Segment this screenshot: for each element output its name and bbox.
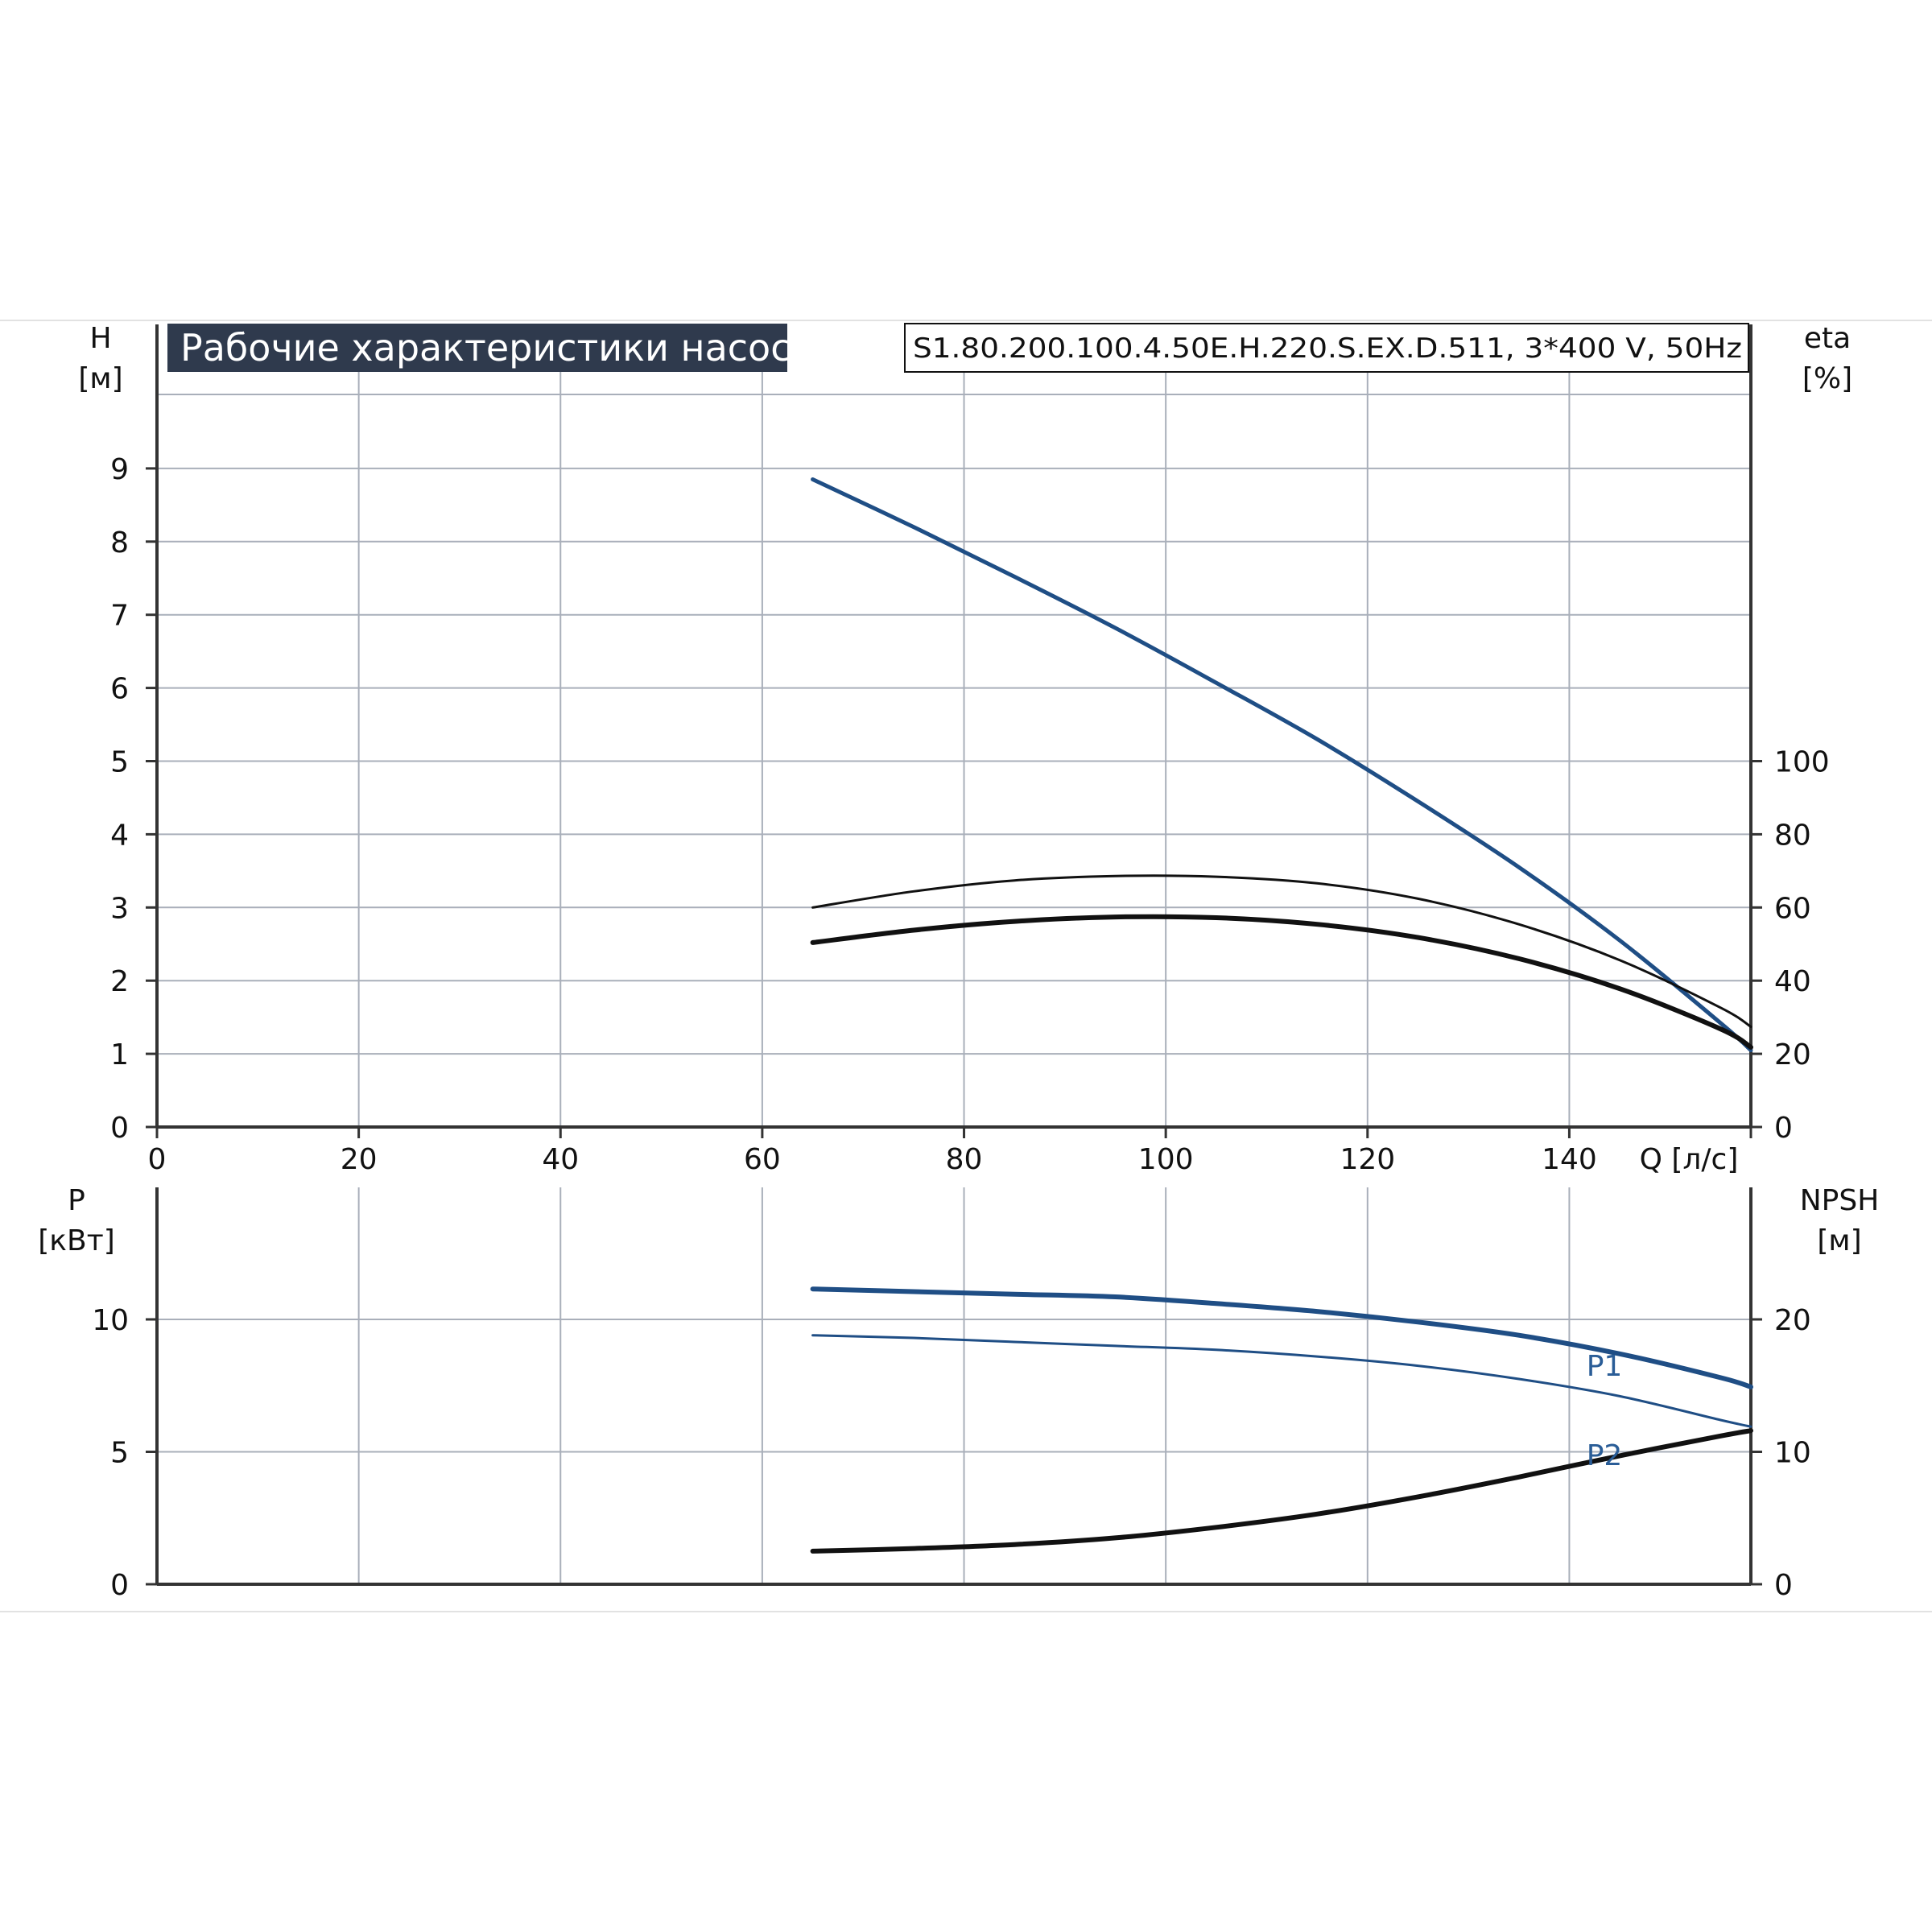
- y-right-tick-label: 40: [1774, 965, 1811, 998]
- model-label: S1.80.200.100.4.50E.H.220.S.EX.D.511, 3*…: [913, 332, 1742, 365]
- series-line-0-2: [810, 914, 1753, 1050]
- y-right-tick-label: 20: [1774, 1038, 1811, 1071]
- y-right-axis-unit: [м]: [1817, 1224, 1861, 1257]
- y-right-tick-label: 60: [1774, 892, 1811, 925]
- series-line-1-1: [811, 1334, 1752, 1428]
- y-left-tick-label: 9: [110, 453, 129, 486]
- series-line-0-1: [811, 874, 1752, 1028]
- x-tick-label: 140: [1542, 1143, 1597, 1176]
- y-left-tick-label: 4: [110, 819, 129, 852]
- series-label-P2: P2: [1587, 1439, 1623, 1472]
- x-tick-label: 100: [1138, 1143, 1194, 1176]
- series-layer: [810, 477, 1753, 1554]
- y-right-axis-title: eta: [1804, 322, 1851, 355]
- y-left-tick-label: 3: [110, 892, 129, 925]
- x-tick-label: 60: [744, 1143, 781, 1176]
- y-right-axis-unit: [%]: [1802, 362, 1852, 395]
- x-tick-label: 0: [148, 1143, 167, 1176]
- y-left-tick-label: 7: [110, 600, 129, 633]
- y-right-tick-label: 10: [1774, 1437, 1811, 1470]
- y-left-tick-label: 10: [92, 1304, 129, 1337]
- series-label-P1: P1: [1587, 1350, 1623, 1383]
- y-right-tick-label: 0: [1774, 1569, 1793, 1602]
- axes-layer: [146, 324, 1762, 1586]
- y-left-tick-label: 2: [110, 965, 129, 998]
- series-line-0-0: [811, 477, 1753, 1053]
- title-box: [167, 324, 787, 372]
- y-left-axis-title: P: [68, 1184, 85, 1217]
- y-right-tick-label: 20: [1774, 1304, 1811, 1337]
- y-left-tick-label: 0: [110, 1112, 129, 1145]
- grid-layer: [157, 324, 1752, 1584]
- x-tick-label: 80: [946, 1143, 983, 1176]
- y-left-tick-label: 8: [110, 526, 129, 559]
- y-left-axis-title: H: [89, 322, 111, 355]
- y-right-axis-title: NPSH: [1800, 1184, 1880, 1217]
- chart-title: Рабочие характеристики насоса: [180, 326, 814, 369]
- x-tick-label: 120: [1340, 1143, 1395, 1176]
- series-line-1-0: [810, 1286, 1753, 1389]
- model-box: [904, 323, 1749, 373]
- x-tick-label: 20: [341, 1143, 378, 1176]
- y-right-tick-label: 0: [1774, 1112, 1793, 1145]
- y-left-axis-unit: [кВт]: [38, 1224, 115, 1257]
- x-tick-label: 40: [542, 1143, 579, 1176]
- series-line-1-2: [810, 1428, 1753, 1554]
- y-right-tick-label: 80: [1774, 819, 1811, 852]
- y-left-axis-unit: [м]: [78, 362, 122, 395]
- y-left-tick-label: 5: [110, 746, 129, 779]
- y-left-tick-label: 6: [110, 673, 129, 706]
- y-left-tick-label: 1: [110, 1038, 129, 1071]
- y-left-tick-label: 0: [110, 1569, 129, 1602]
- x-axis-title: Q [л/с]: [1640, 1143, 1739, 1176]
- y-right-tick-label: 100: [1774, 746, 1830, 779]
- y-left-tick-label: 5: [110, 1437, 129, 1470]
